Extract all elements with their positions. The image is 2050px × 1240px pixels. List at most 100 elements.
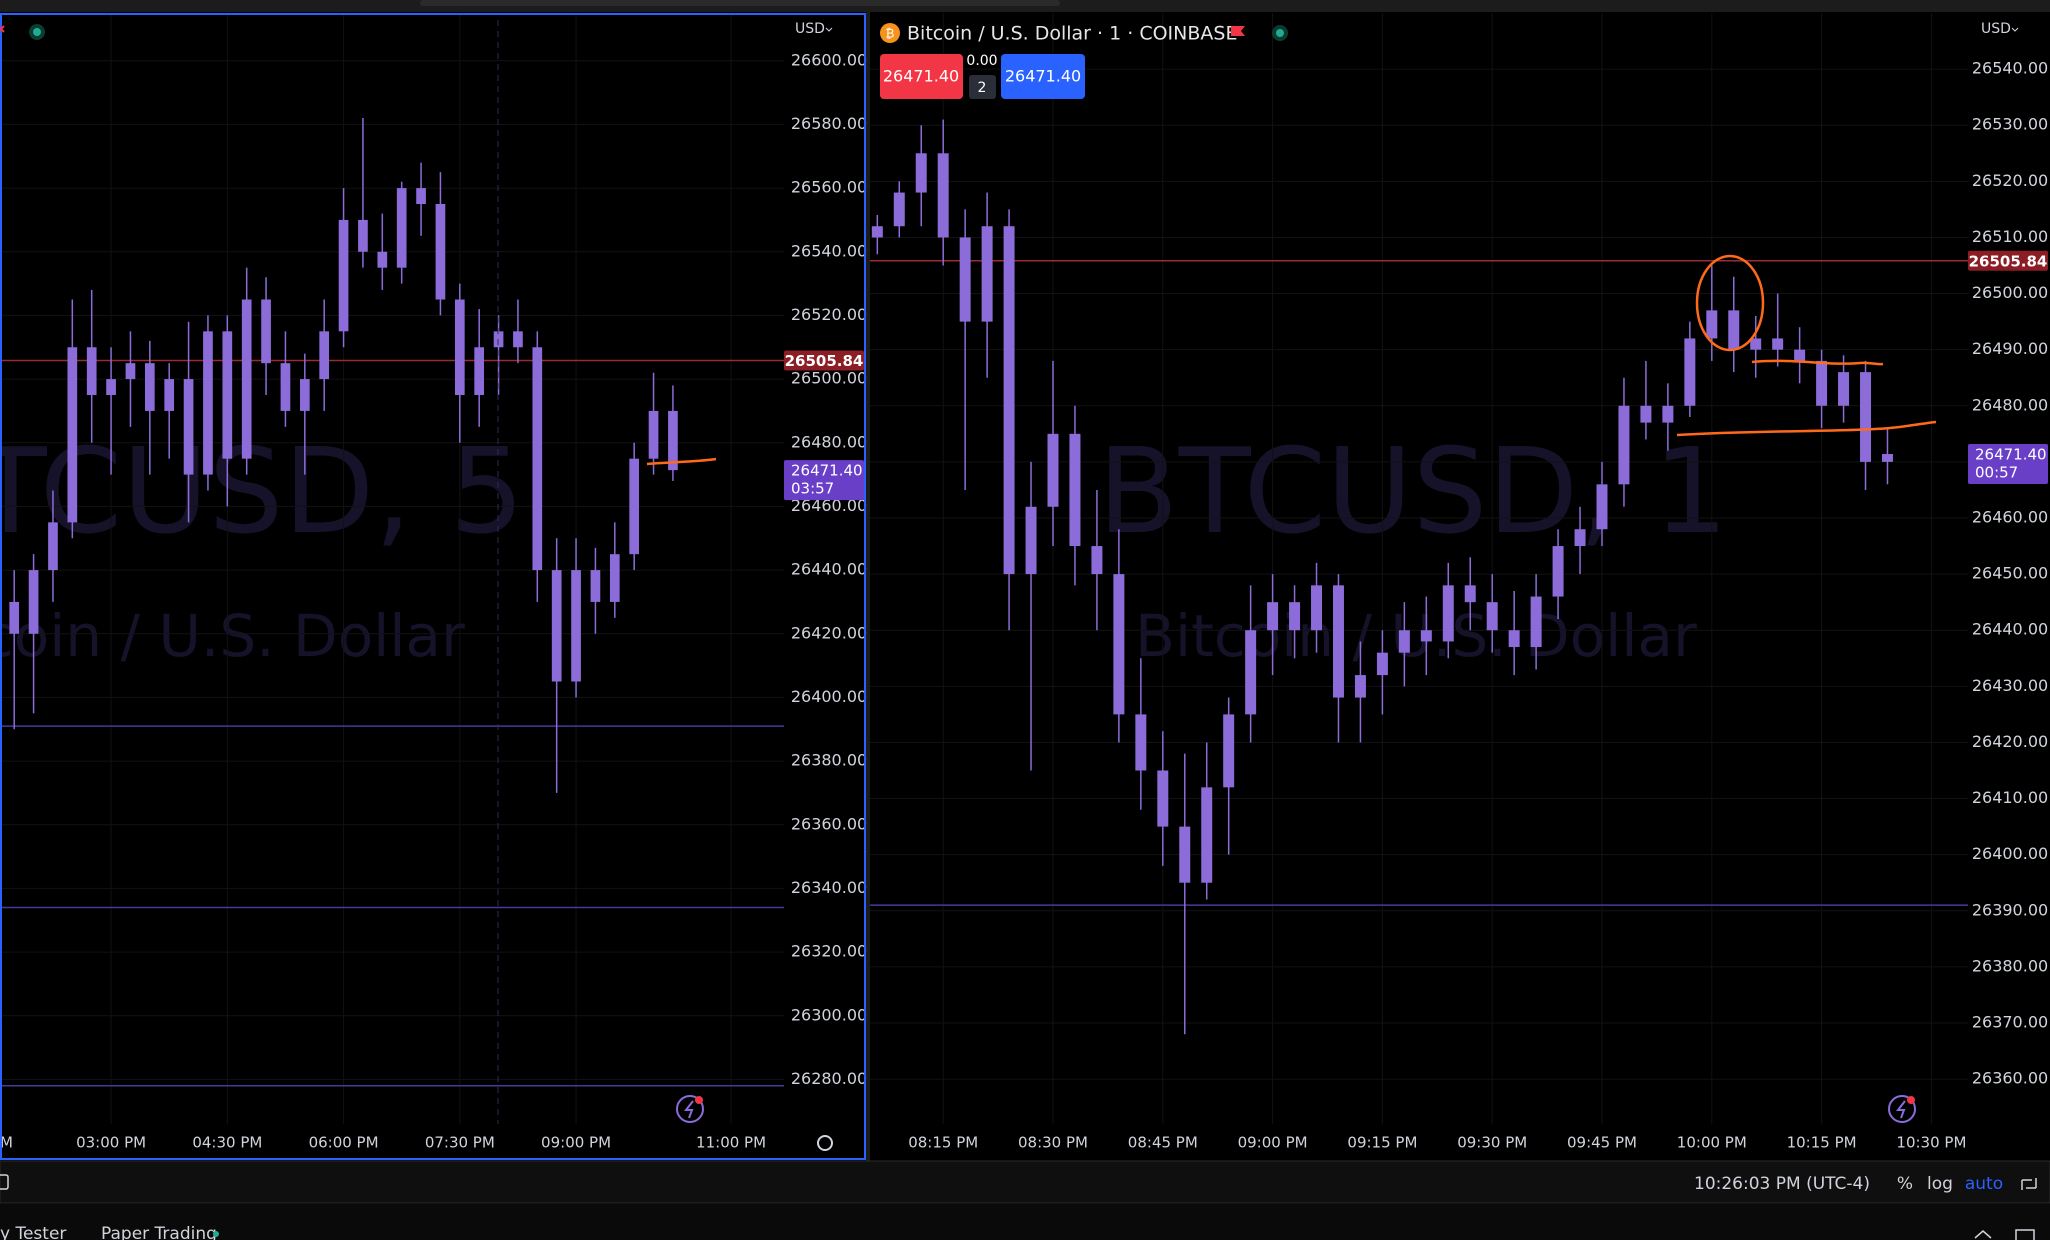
candle-body (1772, 338, 1784, 350)
y-tick-label: 26370.00 (1972, 1013, 2048, 1032)
active-pane-border (0, 13, 866, 1160)
candle-body (1860, 372, 1872, 462)
lightning-icon[interactable] (676, 1095, 704, 1123)
tab[interactable]: Paper Trading (101, 1224, 217, 1240)
candle-body (1420, 630, 1432, 642)
drawing-circle[interactable] (1695, 254, 1765, 352)
candle-body (981, 226, 993, 322)
x-tick-label: 09:45 PM (1567, 1134, 1637, 1152)
candle-body (1135, 714, 1147, 771)
tab[interactable]: y Tester (0, 1224, 66, 1240)
candle-body (222, 331, 233, 459)
y-tick-label: 26520.00 (791, 305, 867, 324)
candle-body (9, 601, 20, 634)
sell-button[interactable] (880, 54, 963, 99)
y-tick-label: 26360.00 (1972, 1069, 2048, 1088)
y-tick-label: 26520.00 (1972, 171, 2048, 190)
last-price-label: 26471.40 (1975, 446, 2047, 464)
x-tick-label: 04:30 PM (192, 1134, 262, 1152)
candle-body (48, 522, 58, 571)
candle-body (609, 554, 620, 602)
candle-body (1398, 630, 1410, 653)
price-badge (1968, 250, 2048, 271)
quantity-box[interactable] (969, 75, 996, 99)
y-tick-label: 26500.00 (1972, 283, 2048, 302)
calendar-icon[interactable] (0, 1174, 9, 1190)
fullscreen-icon[interactable] (2021, 1178, 2037, 1190)
currency-label[interactable]: USD (1981, 21, 2011, 37)
candle-body (144, 363, 155, 411)
last-price-label: 26471.40 (791, 462, 863, 480)
candle-body (1289, 602, 1301, 631)
y-tick-label: 26510.00 (1972, 227, 2048, 246)
candle-body (319, 331, 330, 380)
candle-body (590, 570, 601, 602)
candle-body (1881, 454, 1893, 462)
candle-body (871, 226, 883, 238)
candle-body (1047, 433, 1059, 507)
auto-toggle[interactable]: auto (1965, 1174, 2003, 1194)
status-bar (0, 1160, 2050, 1204)
sell-price: 26471.40 (883, 67, 959, 86)
countdown-label: 00:57 (1975, 464, 2018, 482)
candle-body (1486, 602, 1498, 631)
flag-icon[interactable] (1231, 26, 1245, 36)
settings-icon[interactable] (817, 1135, 833, 1151)
drawing[interactable] (1751, 359, 1884, 366)
left-pane: BTCUSD, 5 Bitcoin / U.S. Dollar 26280.00 26… (0, 13, 867, 1152)
candle-body (1508, 630, 1520, 648)
currency-label[interactable]: USD (795, 21, 825, 37)
symbol-title[interactable]: Bitcoin / U.S. Dollar · 1 · COINBASE (907, 23, 1237, 45)
candle-body (1574, 529, 1586, 547)
candle-body (1311, 585, 1323, 631)
candle-body (203, 331, 213, 475)
y-tick-label: 26400.00 (1972, 844, 2048, 863)
status-dot-inner (33, 28, 41, 36)
candle-body (1025, 506, 1037, 575)
candle-body (1003, 226, 1015, 575)
y-tick-label: 26400.00 (791, 687, 867, 706)
price-badge-label: 26505.84 (785, 352, 864, 370)
chevron (825, 27, 833, 32)
candle-body (493, 331, 504, 348)
x-tick-label: 10:00 PM (1677, 1134, 1747, 1152)
candle-body (1201, 787, 1213, 883)
log-toggle[interactable]: log (1927, 1174, 1953, 1194)
candle-body (416, 188, 426, 205)
y-tick-label: 26500.00 (791, 369, 867, 388)
y-tick-label: 26360.00 (791, 814, 867, 833)
drawing[interactable] (646, 457, 717, 466)
candle-body (532, 347, 543, 571)
lightning-icon[interactable] (1888, 1095, 1916, 1123)
watermark-subtitle: Bitcoin / U.S. Dollar (0, 602, 465, 670)
candle-body (1223, 714, 1235, 788)
x-tick-label: 09:00 PM (1238, 1134, 1308, 1152)
quantity: 2 (978, 80, 987, 96)
candle-body (164, 379, 175, 411)
chevron (2011, 27, 2019, 32)
y-tick-label: 26540.00 (791, 241, 867, 260)
candle-body (1552, 546, 1564, 597)
price-badge-label: 26505.84 (1969, 252, 2048, 270)
collapse-icon[interactable] (1974, 1230, 1992, 1239)
candle-body (1684, 338, 1696, 406)
candle-body (67, 347, 78, 523)
candle-body (454, 299, 465, 396)
candle-body (1530, 596, 1542, 648)
y-tick-label: 26430.00 (1972, 676, 2048, 695)
candle-body (1267, 602, 1279, 631)
drawing[interactable] (1676, 420, 1937, 437)
buy-button[interactable] (1001, 54, 1085, 99)
percent-toggle[interactable]: % (1897, 1174, 1913, 1194)
candle-body (629, 458, 640, 555)
y-tick-label: 26560.00 (791, 178, 867, 197)
maximize-icon[interactable] (2015, 1229, 2035, 1240)
right-pane: BTCUSD, 1 Bitcoin / U.S. Dollar 26360.00 26… (870, 13, 2048, 1152)
candle-body (1091, 546, 1103, 575)
candle-body (183, 379, 194, 475)
candle-body (1728, 310, 1740, 350)
close-icon[interactable] (0, 25, 5, 33)
status-dot-inner (1276, 29, 1284, 37)
top-tab (420, 0, 1060, 6)
